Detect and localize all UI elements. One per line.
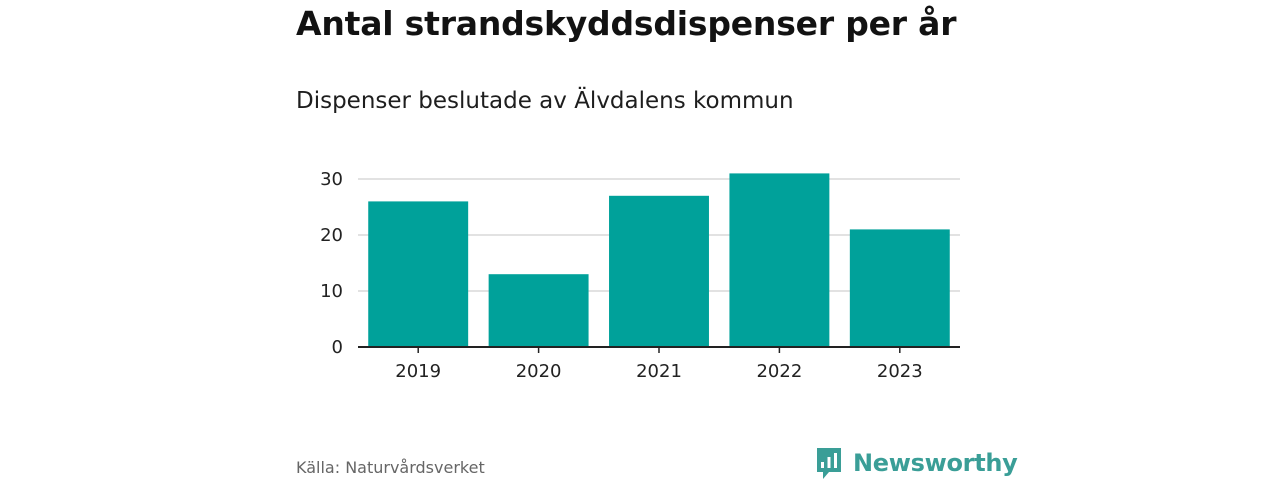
x-tick-label-2021: 2021 — [636, 361, 682, 382]
chart-card: Antal strandskyddsdispenser per år Dispe… — [296, 0, 1018, 480]
y-tick-label-30: 30 — [320, 169, 343, 190]
bar-chart-speech-bubble-icon — [817, 448, 841, 479]
chart-title: Antal strandskyddsdispenser per år — [296, 4, 957, 43]
brand-logo[interactable]: Newsworthy — [815, 446, 1018, 480]
brand-name: Newsworthy — [853, 449, 1018, 477]
x-tick-label-2023: 2023 — [877, 361, 923, 382]
x-tick-label-2022: 2022 — [756, 361, 802, 382]
y-tick-label-0: 0 — [332, 337, 343, 358]
bar-2022 — [729, 173, 830, 347]
y-tick-label-10: 10 — [320, 281, 343, 302]
x-tick-label-2019: 2019 — [395, 361, 441, 382]
chart-subtitle: Dispenser beslutade av Älvdalens kommun — [296, 88, 794, 114]
x-tick-label-2020: 2020 — [516, 361, 562, 382]
bar-chart: 0 10 20 30 2019 2020 2021 2022 2023 — [320, 169, 960, 382]
bar-2023 — [849, 229, 950, 347]
bar-2021 — [609, 195, 709, 347]
y-tick-label-20: 20 — [320, 225, 343, 246]
source-note: Källa: Naturvårdsverket — [296, 458, 485, 477]
bar-2019 — [368, 201, 469, 347]
bar-2020 — [488, 274, 589, 347]
